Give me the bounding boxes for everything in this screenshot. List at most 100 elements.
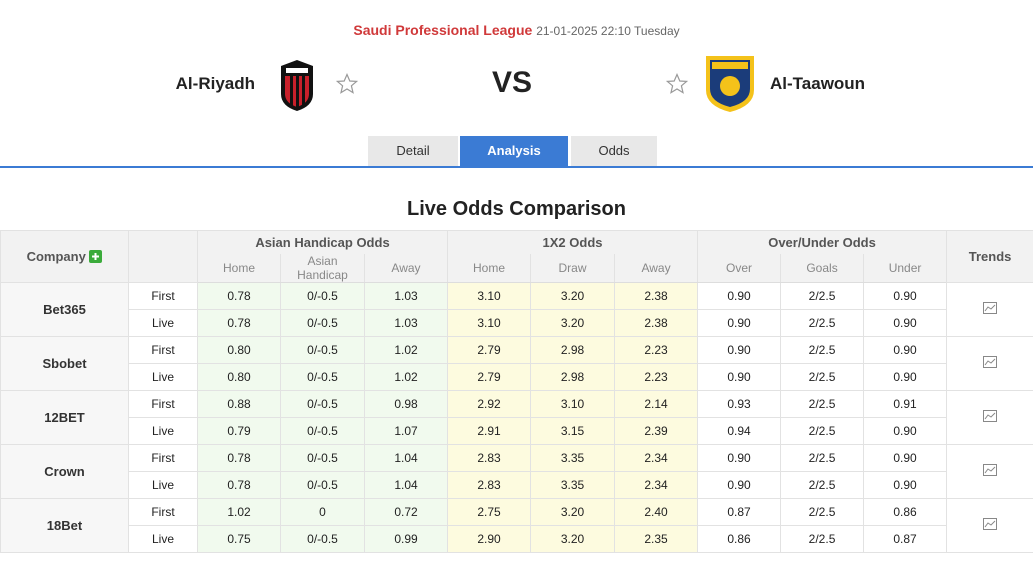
odds-row: 12BET First 0.88 0/-0.5 0.98 2.92 3.10 2.14 0.93… [0, 390, 1033, 445]
odds-cell: 1.04 [364, 444, 448, 472]
tab-odds[interactable]: Odds [571, 136, 657, 166]
company-label: Company [26, 249, 86, 264]
trend-icon[interactable] [983, 518, 998, 530]
odds-cell: 0.99 [364, 525, 448, 553]
company-name[interactable]: 12BET [0, 390, 129, 445]
odds-cell: 0.93 [697, 390, 782, 418]
odds-cell: 2.83 [447, 444, 531, 472]
odds-cell: 2.23 [613, 363, 699, 391]
ah-header: Asian Handicap Odds [197, 230, 448, 254]
trend-cell [946, 390, 1033, 445]
odds-cell: 3.20 [530, 498, 615, 526]
odds-cell: 0.80 [197, 363, 281, 391]
company-name[interactable]: 18Bet [0, 498, 129, 553]
trend-cell [946, 282, 1033, 337]
odds-cell: 0.90 [863, 444, 948, 472]
odds-row: Live 0.78 0/-0.5 1.04 2.83 3.35 2.34 0.90 2/2.5 0… [1, 471, 1033, 499]
away-team[interactable]: Al-Taawoun [770, 74, 866, 93]
odds-cell: 0.90 [697, 336, 782, 364]
odds-row: Bet365 First 0.78 0/-0.5 1.03 3.10 3.20 2.38 0.9… [0, 282, 1033, 337]
odds-cell: 1.03 [364, 309, 448, 337]
odds-cell: 0.79 [197, 417, 281, 445]
company-name[interactable]: Bet365 [0, 282, 129, 337]
odds-cell: 2/2.5 [780, 390, 865, 418]
favorite-star[interactable] [336, 73, 358, 95]
odds-cell: 2.23 [613, 336, 699, 364]
row-type: First [128, 444, 198, 472]
add-company[interactable] [89, 250, 103, 263]
odds-cell: 0.86 [697, 525, 782, 553]
subheader: Draw [530, 254, 615, 283]
ou-header: Over/Under Odds [697, 230, 948, 254]
odds-cell: 0.90 [697, 309, 782, 337]
odds-cell: 2/2.5 [780, 417, 865, 445]
trend-icon[interactable] [983, 302, 998, 314]
odds-cell: 0.90 [863, 471, 948, 499]
odds-cell: 0 [280, 498, 365, 526]
odds-cell: 2.39 [613, 417, 699, 445]
odds-cell: 0.94 [697, 417, 782, 445]
tab-detail[interactable]: Detail [368, 136, 458, 166]
odds-cell: 0.78 [197, 309, 281, 337]
x12-header: 1X2 Odds [446, 230, 699, 254]
odds-cell: 0.90 [697, 444, 782, 472]
odds-cell: 0.80 [197, 336, 281, 364]
subheader: Away [613, 254, 699, 283]
odds-cell: 0.90 [863, 417, 948, 445]
home-team[interactable]: Al-Riyadh [175, 74, 255, 93]
vs: VS [491, 66, 533, 99]
odds-cell: 0.78 [197, 471, 281, 499]
odds-cell: 0.90 [863, 282, 948, 310]
odds-cell: 0.86 [863, 498, 948, 526]
company-header: Company [0, 230, 129, 283]
odds-cell: 2.98 [530, 336, 615, 364]
league[interactable]: Saudi Professional League [353, 22, 533, 38]
subheader: Under [863, 254, 948, 283]
odds-cell: 0.72 [364, 498, 448, 526]
odds-cell: 2.35 [613, 525, 699, 553]
odds-cell: 2.92 [447, 390, 531, 418]
tab-underline [0, 166, 1033, 168]
company-name[interactable]: Sbobet [0, 336, 129, 391]
odds-cell: 0/-0.5 [280, 282, 365, 310]
company-name[interactable]: Crown [0, 444, 129, 499]
odds-row: Live 0.75 0/-0.5 0.99 2.90 3.20 2.35 0.86 2/2.5 0… [1, 525, 1033, 553]
trend-icon[interactable] [983, 464, 998, 476]
odds-cell: 2.90 [447, 525, 531, 553]
trend-cell [946, 444, 1033, 499]
trend-icon[interactable] [983, 356, 998, 368]
odds-cell: 2.34 [613, 444, 699, 472]
odds-cell: 0/-0.5 [280, 336, 365, 364]
odds-cell: 1.07 [364, 417, 448, 445]
odds-cell: 0.78 [197, 444, 281, 472]
row-type: Live [128, 417, 198, 445]
tab-analysis[interactable]: Analysis [460, 136, 568, 166]
odds-row: Live 0.79 0/-0.5 1.07 2.91 3.15 2.39 0.94 2/2.5 0… [1, 417, 1033, 445]
odds-cell: 0.90 [697, 363, 782, 391]
odds-cell: 0/-0.5 [280, 471, 365, 499]
trends-header: Trends [946, 230, 1033, 283]
odds-cell: 0.90 [697, 471, 782, 499]
odds-cell: 0/-0.5 [280, 525, 365, 553]
odds-row: Crown First 0.78 0/-0.5 1.04 2.83 3.35 2.34 0.90… [0, 444, 1033, 499]
odds-cell: 0.78 [197, 282, 281, 310]
trend-icon[interactable] [983, 410, 998, 422]
trend-cell [946, 498, 1033, 553]
odds-cell: 0/-0.5 [280, 390, 365, 418]
odds-cell: 0/-0.5 [280, 444, 365, 472]
favorite-star[interactable] [666, 73, 688, 95]
odds-cell: 2/2.5 [780, 282, 865, 310]
odds-cell: 0.87 [863, 525, 948, 553]
odds-cell: 2.14 [613, 390, 699, 418]
odds-cell: 0.90 [863, 363, 948, 391]
subheader: Away [364, 254, 448, 283]
odds-cell: 1.03 [364, 282, 448, 310]
subheader: Home [197, 254, 281, 283]
home-logo [281, 60, 313, 111]
odds-cell: 0.90 [863, 309, 948, 337]
odds-cell: 0/-0.5 [280, 309, 365, 337]
odds-cell: 3.20 [530, 309, 615, 337]
trend-cell [946, 336, 1033, 391]
odds-cell: 1.02 [364, 363, 448, 391]
odds-cell: 1.04 [364, 471, 448, 499]
